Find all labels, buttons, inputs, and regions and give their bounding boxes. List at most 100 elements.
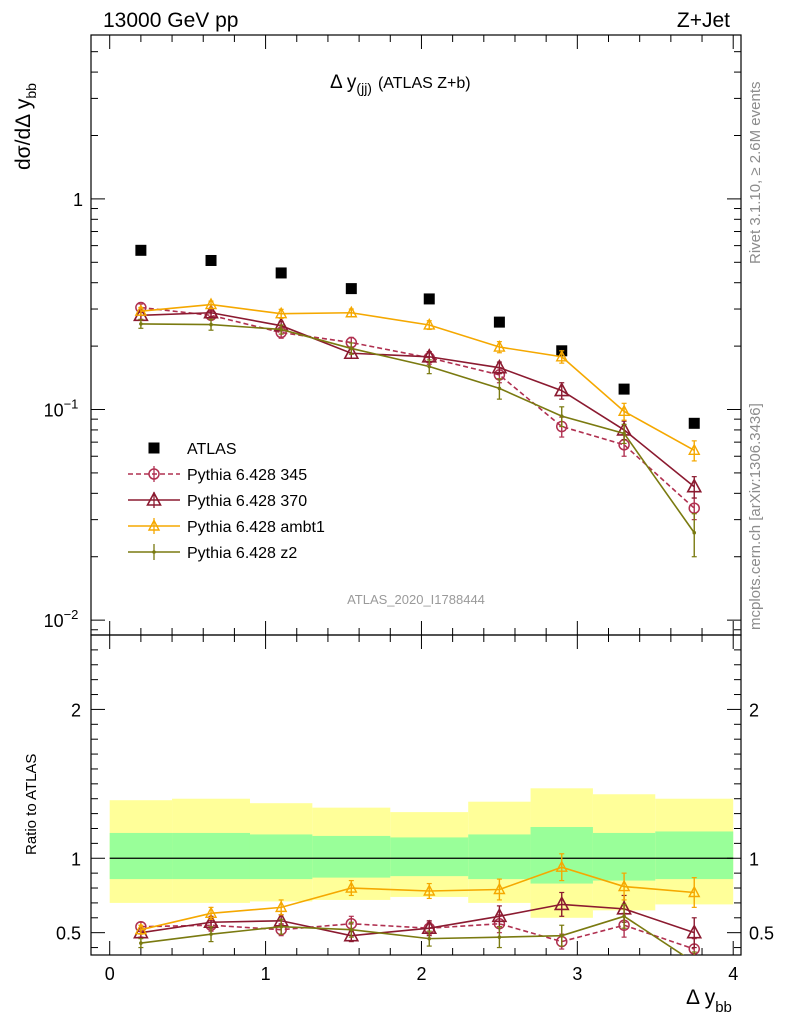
uncertainty-band-green (172, 832, 250, 880)
main-title: Δ y(jj) (ATLAS Z+b) (330, 72, 471, 96)
marker-triangle-small (493, 340, 506, 352)
marker-triangle-small (423, 883, 436, 896)
marker-dot (209, 932, 213, 936)
x-axis-label-text: Δ y (686, 986, 716, 1009)
series-line (140, 303, 695, 452)
marker-dot (497, 386, 502, 391)
marker-triangle (491, 358, 508, 374)
marker-dot (427, 936, 432, 941)
x-axis-label: Δ ybb (686, 986, 732, 1016)
ratio-series-group (133, 853, 703, 955)
ratio-y-tick-label: 0.5 (56, 924, 81, 944)
main-y-tick-base: 10 (44, 401, 64, 421)
marker-triangle (491, 907, 508, 923)
main-y-tick-label: 10−1 (44, 397, 79, 421)
marker-square (493, 316, 505, 328)
series-pythia-6-428-ambt1 (134, 297, 701, 462)
series-pythia-6-428-345 (135, 912, 700, 955)
marker-dot (692, 530, 697, 535)
main-y-tick-label: 10−2 (44, 607, 79, 631)
marker-triangle (203, 304, 219, 319)
marker-triangle (343, 344, 360, 360)
marker-triangle-small (345, 305, 358, 318)
marker-square (345, 283, 357, 295)
marker-dot (622, 431, 626, 436)
marker-square (148, 442, 160, 454)
series-atlas (135, 244, 700, 429)
ratio-y-tick-label-right: 0.5 (749, 924, 774, 944)
marker-dot (279, 327, 283, 332)
marker-square (423, 293, 435, 305)
header-energy: 13000 GeV pp (103, 9, 238, 32)
marker-triangle (146, 491, 162, 506)
main-title-sub: (jj) (356, 80, 372, 96)
series-line (140, 922, 695, 950)
legend-label: ATLAS (187, 441, 237, 458)
marker-triangle-small (275, 306, 288, 319)
series-pythia-6-428-z2 (138, 318, 697, 558)
marker-triangle (686, 923, 703, 939)
main-ylabel: dσ/dΔ ybb (12, 83, 39, 170)
legend-label: Pythia 6.428 z2 (187, 545, 297, 562)
marker-square (135, 244, 147, 256)
marker-triangle-small (345, 881, 358, 893)
ratio-y-tick-label: 2 (71, 700, 81, 720)
main-title-rest: (ATLAS Z+b) (378, 75, 471, 92)
marker-triangle-small (147, 518, 161, 531)
legend-label: Pythia 6.428 370 (187, 493, 307, 510)
series-line (140, 306, 695, 509)
series-pythia-6-428-z2 (138, 903, 697, 955)
marker-triangle (553, 895, 570, 911)
marker-dot (139, 322, 143, 326)
legend-label: Pythia 6.428 ambt1 (187, 519, 325, 536)
marker-triangle-small (688, 443, 701, 456)
main-ylabel-sub: bb (23, 83, 39, 99)
marker-dot (349, 927, 354, 932)
legend-label: Pythia 6.428 345 (187, 467, 307, 484)
marker-triangle-small (493, 882, 506, 895)
marker-triangle-small (134, 304, 148, 316)
marker-triangle-small (204, 297, 218, 310)
marker-dot (209, 322, 213, 327)
marker-dot (427, 364, 432, 369)
x-tick-label: 4 (728, 964, 738, 984)
marker-triangle-small (275, 900, 288, 913)
marker-triangle (553, 381, 570, 397)
main-y-tick-base: 10 (44, 611, 64, 631)
marker-square (618, 383, 630, 395)
marker-dot (349, 346, 354, 351)
marker-dot (559, 933, 564, 938)
main-y-tick-label: 1 (73, 190, 83, 210)
marker-square (205, 254, 217, 266)
marker-triangle (686, 478, 703, 493)
uncertainty-band-green (109, 832, 173, 880)
mcplots-label: mcplots.cern.ch [arXiv:1306.3436] (747, 403, 764, 630)
marker-dot (622, 914, 626, 919)
marker-circle (148, 468, 160, 480)
x-tick-label: 2 (416, 964, 426, 984)
rivet-label: Rivet 3.1.10, ≥ 2.6M events (747, 82, 764, 265)
ratio-frame (90, 634, 742, 956)
x-tick-label: 0 (105, 964, 115, 984)
uncertainty-band-green (312, 835, 391, 878)
marker-dot (497, 935, 502, 939)
ratio-y-tick-label: 1 (71, 849, 81, 869)
x-tick-label: 1 (261, 964, 271, 984)
marker-triangle-small (204, 906, 218, 919)
series-pythia-6-428-ambt1 (134, 853, 701, 935)
marker-square (275, 267, 287, 279)
uncertainty-band-green (468, 834, 531, 880)
x-axis-label-sub: bb (715, 999, 732, 1016)
marker-triangle-small (617, 404, 631, 417)
x-tick-label: 3 (572, 964, 582, 984)
main-y-tick-exp: −2 (64, 607, 79, 622)
marker-square (688, 417, 700, 429)
main-title-text: Δ y (330, 72, 357, 93)
marker-triangle-small (555, 860, 568, 872)
marker-triangle-small (688, 885, 701, 898)
ratio-ylabel: Ratio to ATLAS (23, 754, 40, 855)
uncertainty-band-green (655, 831, 734, 880)
